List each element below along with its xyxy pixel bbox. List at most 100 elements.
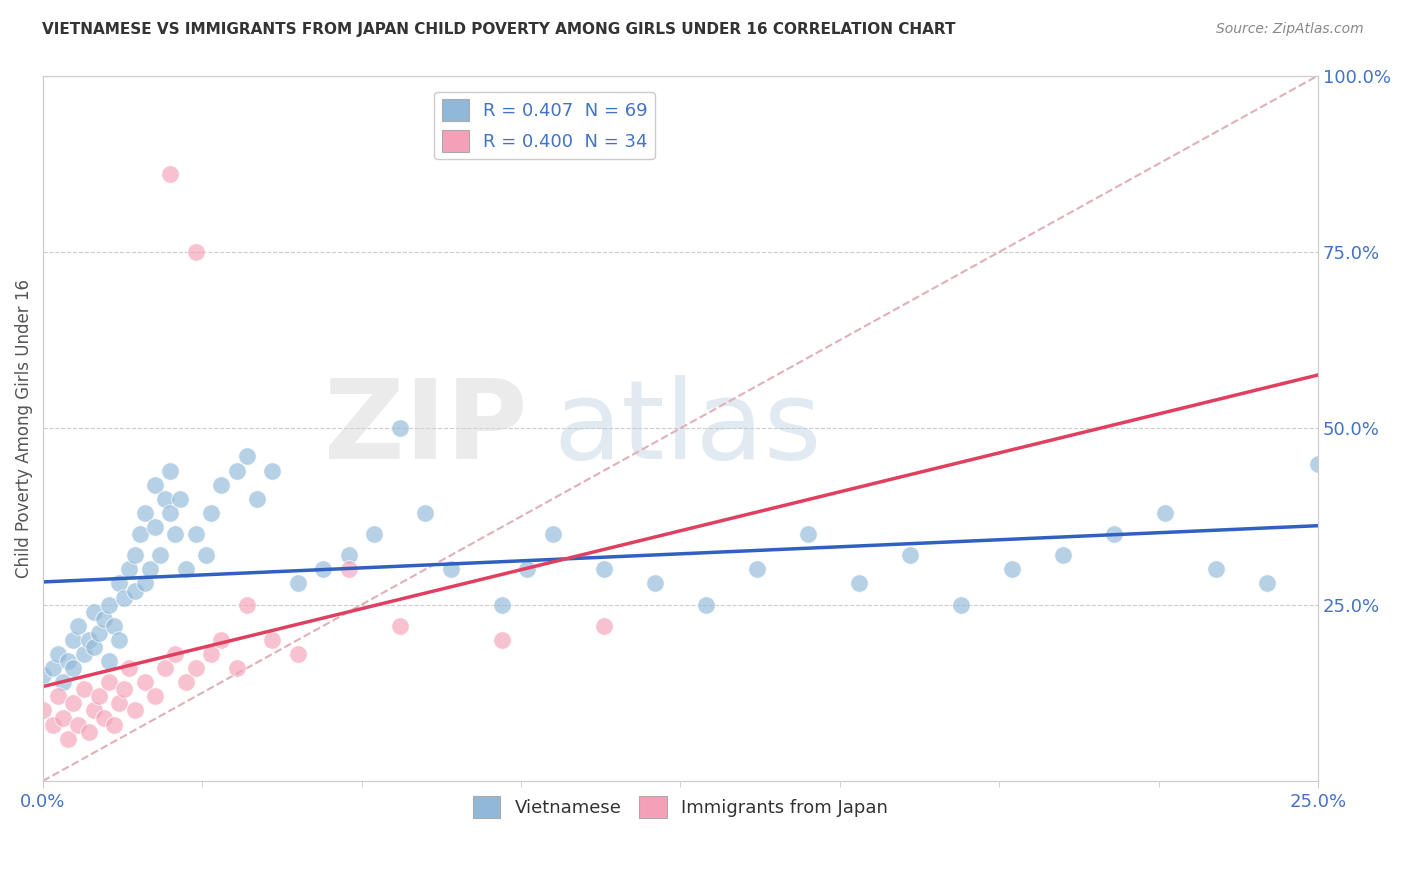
Point: [134, 675, 156, 690]
Point: [93, 612, 115, 626]
Point: [337, 548, 360, 562]
Point: [77, 724, 100, 739]
Point: [124, 583, 146, 598]
Point: [184, 661, 207, 675]
Point: [46, 690, 69, 704]
Point: [1052, 548, 1074, 562]
Point: [1154, 506, 1177, 520]
Point: [143, 477, 166, 491]
Point: [209, 477, 232, 491]
Point: [1205, 562, 1227, 576]
Point: [87, 625, 110, 640]
Point: [58, 654, 80, 668]
Point: [72, 647, 94, 661]
Point: [62, 632, 84, 647]
Point: [118, 661, 141, 675]
Point: [516, 562, 538, 576]
Point: [83, 640, 105, 654]
Point: [134, 576, 156, 591]
Point: [491, 598, 513, 612]
Point: [165, 527, 187, 541]
Point: [225, 661, 247, 675]
Point: [695, 598, 717, 612]
Point: [337, 562, 360, 576]
Point: [388, 619, 411, 633]
Point: [174, 675, 197, 690]
Text: atlas: atlas: [553, 375, 821, 482]
Point: [159, 167, 181, 181]
Point: [58, 731, 80, 746]
Point: [46, 647, 69, 661]
Point: [124, 548, 146, 562]
Point: [134, 506, 156, 520]
Point: [165, 647, 187, 661]
Point: [1256, 576, 1278, 591]
Point: [644, 576, 666, 591]
Point: [93, 710, 115, 724]
Point: [440, 562, 463, 576]
Point: [77, 632, 100, 647]
Point: [169, 491, 191, 506]
Point: [797, 527, 820, 541]
Point: [149, 548, 172, 562]
Point: [1308, 457, 1330, 471]
Point: [159, 506, 181, 520]
Point: [67, 717, 90, 731]
Point: [72, 682, 94, 697]
Point: [225, 464, 247, 478]
Point: [200, 506, 222, 520]
Point: [287, 647, 309, 661]
Point: [62, 661, 84, 675]
Point: [112, 591, 135, 605]
Point: [128, 527, 150, 541]
Point: [184, 244, 207, 259]
Point: [143, 690, 166, 704]
Point: [848, 576, 870, 591]
Point: [236, 450, 259, 464]
Point: [52, 675, 75, 690]
Point: [124, 703, 146, 717]
Point: [200, 647, 222, 661]
Point: [209, 632, 232, 647]
Point: [363, 527, 385, 541]
Point: [153, 491, 176, 506]
Point: [388, 421, 411, 435]
Point: [153, 661, 176, 675]
Point: [143, 520, 166, 534]
Point: [159, 464, 181, 478]
Point: [52, 710, 75, 724]
Point: [1102, 527, 1125, 541]
Point: [184, 527, 207, 541]
Point: [31, 668, 53, 682]
Point: [103, 717, 125, 731]
Point: [262, 464, 284, 478]
Point: [103, 619, 125, 633]
Point: [108, 576, 131, 591]
Point: [67, 619, 90, 633]
Point: [593, 619, 616, 633]
Point: [745, 562, 768, 576]
Point: [31, 703, 53, 717]
Point: [108, 632, 131, 647]
Point: [898, 548, 921, 562]
Point: [287, 576, 309, 591]
Point: [491, 632, 513, 647]
Point: [83, 605, 105, 619]
Point: [1001, 562, 1024, 576]
Point: [312, 562, 335, 576]
Point: [262, 632, 284, 647]
Point: [236, 598, 259, 612]
Point: [98, 675, 121, 690]
Point: [42, 717, 65, 731]
Text: ZIP: ZIP: [323, 375, 527, 482]
Point: [246, 491, 269, 506]
Text: VIETNAMESE VS IMMIGRANTS FROM JAPAN CHILD POVERTY AMONG GIRLS UNDER 16 CORRELATI: VIETNAMESE VS IMMIGRANTS FROM JAPAN CHIL…: [42, 22, 956, 37]
Point: [98, 654, 121, 668]
Point: [118, 562, 141, 576]
Point: [541, 527, 564, 541]
Point: [87, 690, 110, 704]
Y-axis label: Child Poverty Among Girls Under 16: Child Poverty Among Girls Under 16: [15, 279, 32, 578]
Point: [112, 682, 135, 697]
Point: [62, 697, 84, 711]
Point: [98, 598, 121, 612]
